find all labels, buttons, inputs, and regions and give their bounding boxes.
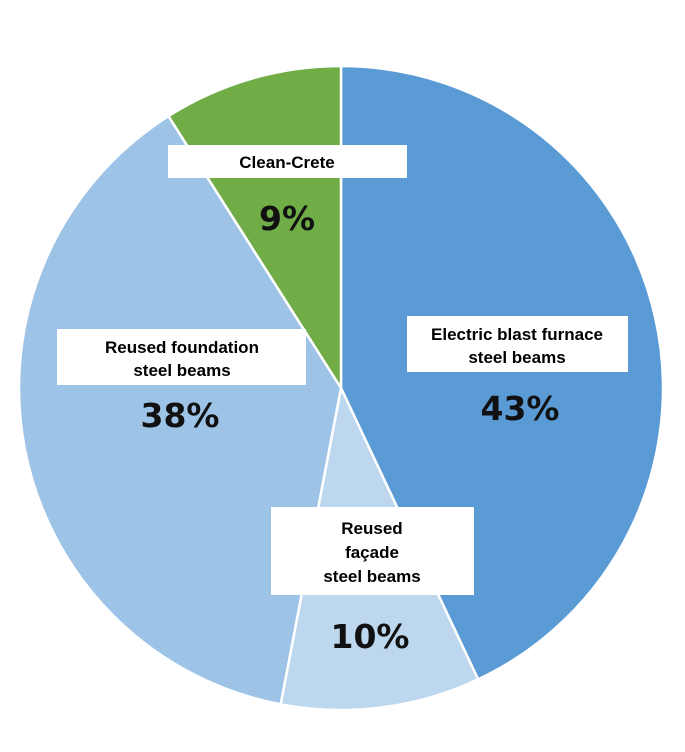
slice-label-electric: Electric blast furnace (431, 325, 603, 344)
label-box-foundation (57, 329, 306, 385)
pie-labels: Electric blast furnace steel beams 43% Reus… (57, 145, 628, 656)
slice-percent-foundation: 38% (141, 396, 220, 435)
slice-percent-facade: 10% (331, 617, 410, 656)
slice-label-electric: steel beams (468, 348, 565, 367)
slice-label-facade: Reused (341, 519, 402, 538)
label-box-electric (407, 316, 628, 372)
label-box-cleancrete (168, 145, 407, 178)
slice-label-facade: façade (345, 543, 399, 562)
slice-label-facade: steel beams (323, 567, 420, 586)
slice-percent-electric: 43% (481, 389, 560, 428)
slice-percent-cleancrete: 9% (259, 199, 315, 238)
slice-label-cleancrete: Clean-Crete (239, 153, 334, 172)
slice-label-foundation: steel beams (133, 361, 230, 380)
slice-label-foundation: Reused foundation (105, 338, 259, 357)
label-box-facade (271, 507, 474, 595)
